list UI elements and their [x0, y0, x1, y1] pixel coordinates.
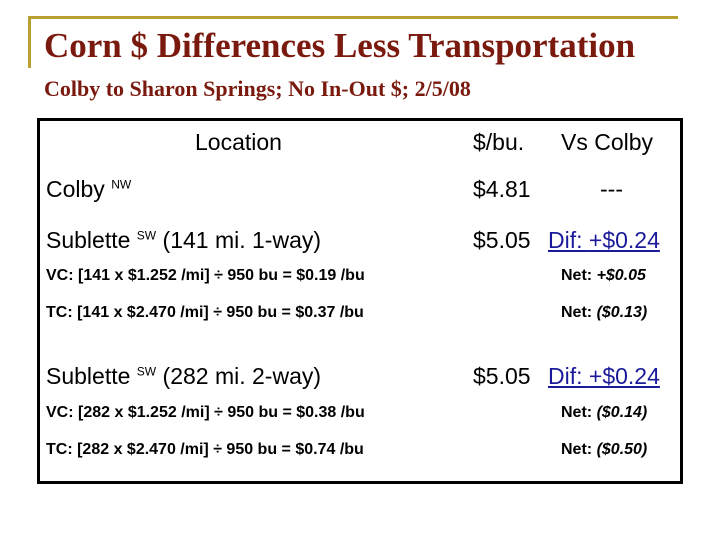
sublette-1way-tc-net: Net: ($0.13) [561, 304, 647, 322]
sublette-2way-dif-label: Dif: [548, 363, 583, 389]
sublette-2way-vc-net: Net: ($0.14) [561, 404, 647, 422]
sublette-2way-price: $5.05 [473, 363, 531, 389]
slide-subtitle: Colby to Sharon Springs; No In-Out $; 2/… [44, 76, 471, 101]
sublette-1way-dif-label: Dif: [548, 227, 583, 253]
sublette-2way-tc-net: Net: ($0.50) [561, 441, 647, 459]
sublette-1way-tc-net-label: Net: [561, 304, 593, 321]
header-price: $/bu. [473, 129, 525, 155]
sublette-1way-dif-value: +$0.24 [588, 227, 660, 253]
sublette-2way-dif-value: +$0.24 [588, 363, 660, 389]
sublette-2way-vc-net-value: ($0.14) [596, 404, 648, 421]
title-accent-rule-vertical [28, 16, 31, 68]
sublette-1way-vc-net-value: +$0.05 [596, 267, 646, 284]
sublette-1way-vc-net-label: Net: [561, 267, 593, 284]
sublette-2way-tc-net-value: ($0.50) [596, 441, 648, 458]
sublette-2way-detail: (282 mi. 2-way) [162, 363, 322, 389]
colby-location: Colby NW [46, 176, 131, 203]
sublette-1way-location: Sublette SW (141 mi. 1-way) [46, 227, 321, 254]
title-accent-rule-horizontal [28, 16, 678, 19]
sublette-1way-direction: SW [136, 228, 157, 243]
sublette-1way-price: $5.05 [473, 227, 531, 253]
header-vs-colby: Vs Colby [561, 129, 654, 155]
sublette-2way-name: Sublette [46, 363, 131, 389]
sublette-2way-tc-calc: TC: [282 x $2.470 /mi] ÷ 950 bu = $0.74 … [46, 441, 364, 458]
sublette-1way-tc-net-value: ($0.13) [596, 304, 648, 321]
sublette-2way-tc-net-label: Net: [561, 441, 593, 458]
sublette-1way-detail: (141 mi. 1-way) [162, 227, 322, 253]
colby-price: $4.81 [473, 176, 531, 202]
header-location: Location [195, 129, 282, 155]
colby-vs: --- [600, 176, 623, 202]
sublette-1way-vc-calc: VC: [141 x $1.252 /mi] ÷ 950 bu = $0.19 … [46, 267, 365, 284]
sublette-2way-vc-net-label: Net: [561, 404, 593, 421]
sublette-2way-dif: Dif: +$0.24 [548, 363, 660, 390]
price-comparison-table: Location $/bu. Vs Colby Colby NW $4.81 -… [37, 118, 683, 484]
sublette-1way-name: Sublette [46, 227, 131, 253]
slide-title: Corn $ Differences Less Transportation [44, 26, 636, 65]
sublette-1way-dif: Dif: +$0.24 [548, 227, 660, 254]
sublette-1way-vc-net: Net: +$0.05 [561, 267, 646, 285]
sublette-2way-location: Sublette SW (282 mi. 2-way) [46, 363, 321, 390]
sublette-1way-tc-calc: TC: [141 x $2.470 /mi] ÷ 950 bu = $0.37 … [46, 304, 364, 321]
sublette-2way-vc-calc: VC: [282 x $1.252 /mi] ÷ 950 bu = $0.38 … [46, 404, 365, 421]
colby-direction: NW [111, 177, 132, 192]
sublette-2way-direction: SW [136, 364, 157, 379]
colby-name: Colby [46, 176, 105, 202]
